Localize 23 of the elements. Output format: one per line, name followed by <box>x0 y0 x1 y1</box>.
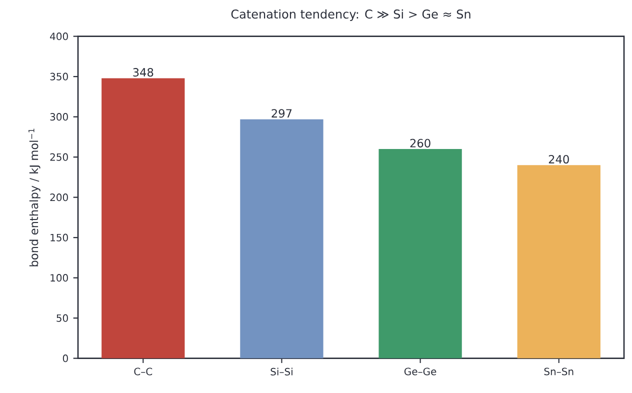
x-tick-label: Sn–Sn <box>544 368 574 376</box>
x-tick-label: C–C <box>134 368 152 376</box>
bar <box>240 119 324 358</box>
x-tick-label: Si–Si <box>270 368 292 376</box>
y-tick-label: 200 <box>50 194 68 202</box>
y-tick-label: 300 <box>50 113 68 121</box>
y-tick-label: 250 <box>50 153 68 161</box>
y-tick-label: 350 <box>50 72 68 80</box>
bar <box>517 165 600 358</box>
y-tick-label: 0 <box>62 354 68 362</box>
y-tick-label: 400 <box>50 32 68 40</box>
y-tick-label: 100 <box>50 274 68 282</box>
bar <box>102 78 185 358</box>
y-tick-label: 50 <box>56 314 68 322</box>
data-label: 348 <box>133 68 154 77</box>
data-label: 260 <box>410 138 430 148</box>
y-axis-title: bond enthalpy / kJ mol$^{−1}$ <box>28 128 40 266</box>
data-label: 240 <box>548 154 569 164</box>
y-tick-label: 150 <box>50 234 68 242</box>
chart-title: Catenation tendency: C ≫ Si > Ge ≈ Sn <box>231 9 470 21</box>
bar <box>378 149 462 358</box>
x-tick-label: Ge–Ge <box>404 368 436 376</box>
data-label: 297 <box>272 109 292 118</box>
